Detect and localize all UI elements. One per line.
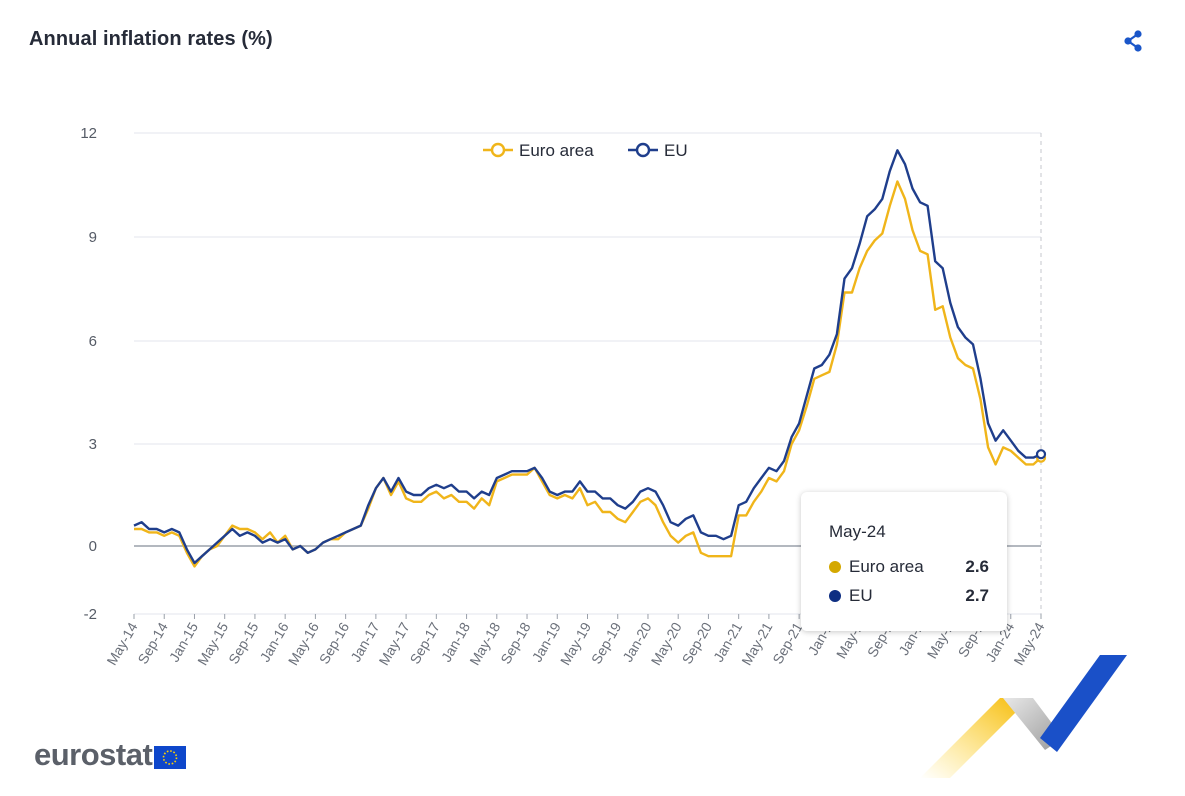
legend-item-eu[interactable]: EU [628,141,688,160]
eu-dot-icon [829,589,841,602]
tooltip-row-euro-area: Euro area 2.6 [829,552,1007,581]
legend-marker-icon [635,142,651,158]
x-tick-label: Sep-17 [406,619,443,666]
tooltip-series-name: EU [849,585,873,605]
page-title: Annual inflation rates (%) [29,28,273,50]
series-line-euro-area [134,180,1042,568]
x-tick-label: Sep-14 [134,619,171,666]
x-tick-label: May-20 [648,619,685,668]
tooltip-series-value: 2.7 [965,585,989,605]
x-tick-label: May-16 [285,619,322,668]
tooltip-series-value: 2.6 [965,556,989,576]
tooltip: May-24 Euro area 2.6 EU 2.7 [801,492,1007,631]
x-tick-label: Sep-20 [679,619,716,666]
series-end-marker [1035,449,1047,460]
y-tick-label: 0 [89,538,97,555]
legend-label: Euro area [519,141,594,160]
x-tick-label: Sep-18 [497,619,534,666]
tooltip-row-eu: EU 2.7 [829,581,1007,610]
eu-flag-icon [154,745,187,769]
x-tick-label: Sep-19 [588,619,625,666]
x-tick-label: May-19 [557,619,594,668]
euro-area-dot-icon [829,560,841,573]
y-axis-ticks: -2 0 3 6 9 12 [80,125,97,623]
y-tick-label: 9 [89,229,97,246]
tooltip-series-name: Euro area [849,556,924,576]
x-tick-label: Sep-15 [225,619,262,666]
y-tick-label: 3 [89,436,97,453]
logo-text: eurostat [34,737,153,772]
y-tick-label: -2 [84,606,97,623]
legend-item-euro-area[interactable]: Euro area [483,141,594,160]
series-lines [133,149,1047,568]
x-tick-label: May-17 [375,619,412,668]
legend-label: EU [664,141,688,160]
legend[interactable]: Euro area EU [483,141,688,160]
x-tick-label: Sep-16 [316,619,353,666]
legend-marker-icon [490,142,506,158]
x-tick-label: May-21 [738,619,775,668]
y-tick-label: 12 [80,125,97,142]
share-icon [1124,30,1142,52]
share-button[interactable] [1118,26,1148,56]
decorative-corner-graphic [920,655,1127,778]
x-tick-label: May-15 [194,619,231,668]
x-tick-label: May-18 [466,619,503,668]
x-tick-label: May-14 [103,619,140,668]
series-line-eu [133,149,1042,565]
tooltip-period: May-24 [829,522,886,541]
eurostat-logo[interactable]: eurostat [34,737,187,773]
y-tick-label: 6 [89,333,97,350]
